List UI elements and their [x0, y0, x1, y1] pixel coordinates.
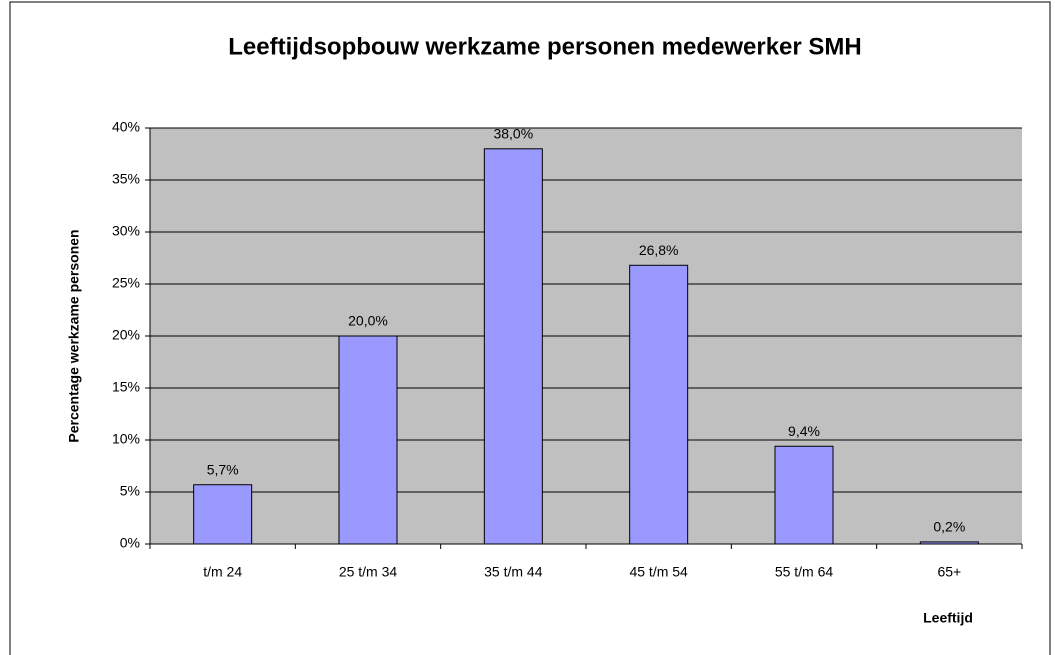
- y-tick-label: 10%: [112, 431, 140, 447]
- data-label: 5,7%: [207, 461, 239, 477]
- x-tick-label: 65+: [937, 564, 961, 580]
- x-tick-label: 55 t/m 64: [775, 564, 834, 580]
- y-tick-label: 30%: [112, 223, 140, 239]
- y-tick-label: 25%: [112, 275, 140, 291]
- bar: [483, 148, 543, 545]
- y-tick-label: 15%: [112, 379, 140, 395]
- bar: [338, 335, 398, 545]
- data-label: 0,2%: [933, 519, 965, 535]
- data-label: 20,0%: [348, 313, 388, 329]
- x-axis-label: Leeftijd: [923, 610, 973, 626]
- bar: [774, 445, 834, 545]
- data-label: 9,4%: [788, 423, 820, 439]
- chart-title: Leeftijdsopbouw werkzame personen medewe…: [228, 33, 862, 60]
- bar: [193, 484, 253, 545]
- bar: [629, 264, 689, 545]
- y-axis-label: Percentage werkzame personen: [66, 229, 82, 442]
- y-tick-label: 40%: [112, 119, 140, 135]
- x-tick-label: 45 t/m 54: [629, 564, 688, 580]
- x-tick-label: 25 t/m 34: [339, 564, 398, 580]
- y-tick-label: 5%: [120, 483, 140, 499]
- data-label: 26,8%: [639, 242, 679, 258]
- y-tick-label: 20%: [112, 327, 140, 343]
- y-tick-label: 35%: [112, 171, 140, 187]
- y-tick-label: 0%: [120, 535, 140, 551]
- data-label: 38,0%: [493, 126, 533, 142]
- x-tick-label: t/m 24: [203, 564, 242, 580]
- x-tick-label: 35 t/m 44: [484, 564, 543, 580]
- bar: [919, 541, 979, 545]
